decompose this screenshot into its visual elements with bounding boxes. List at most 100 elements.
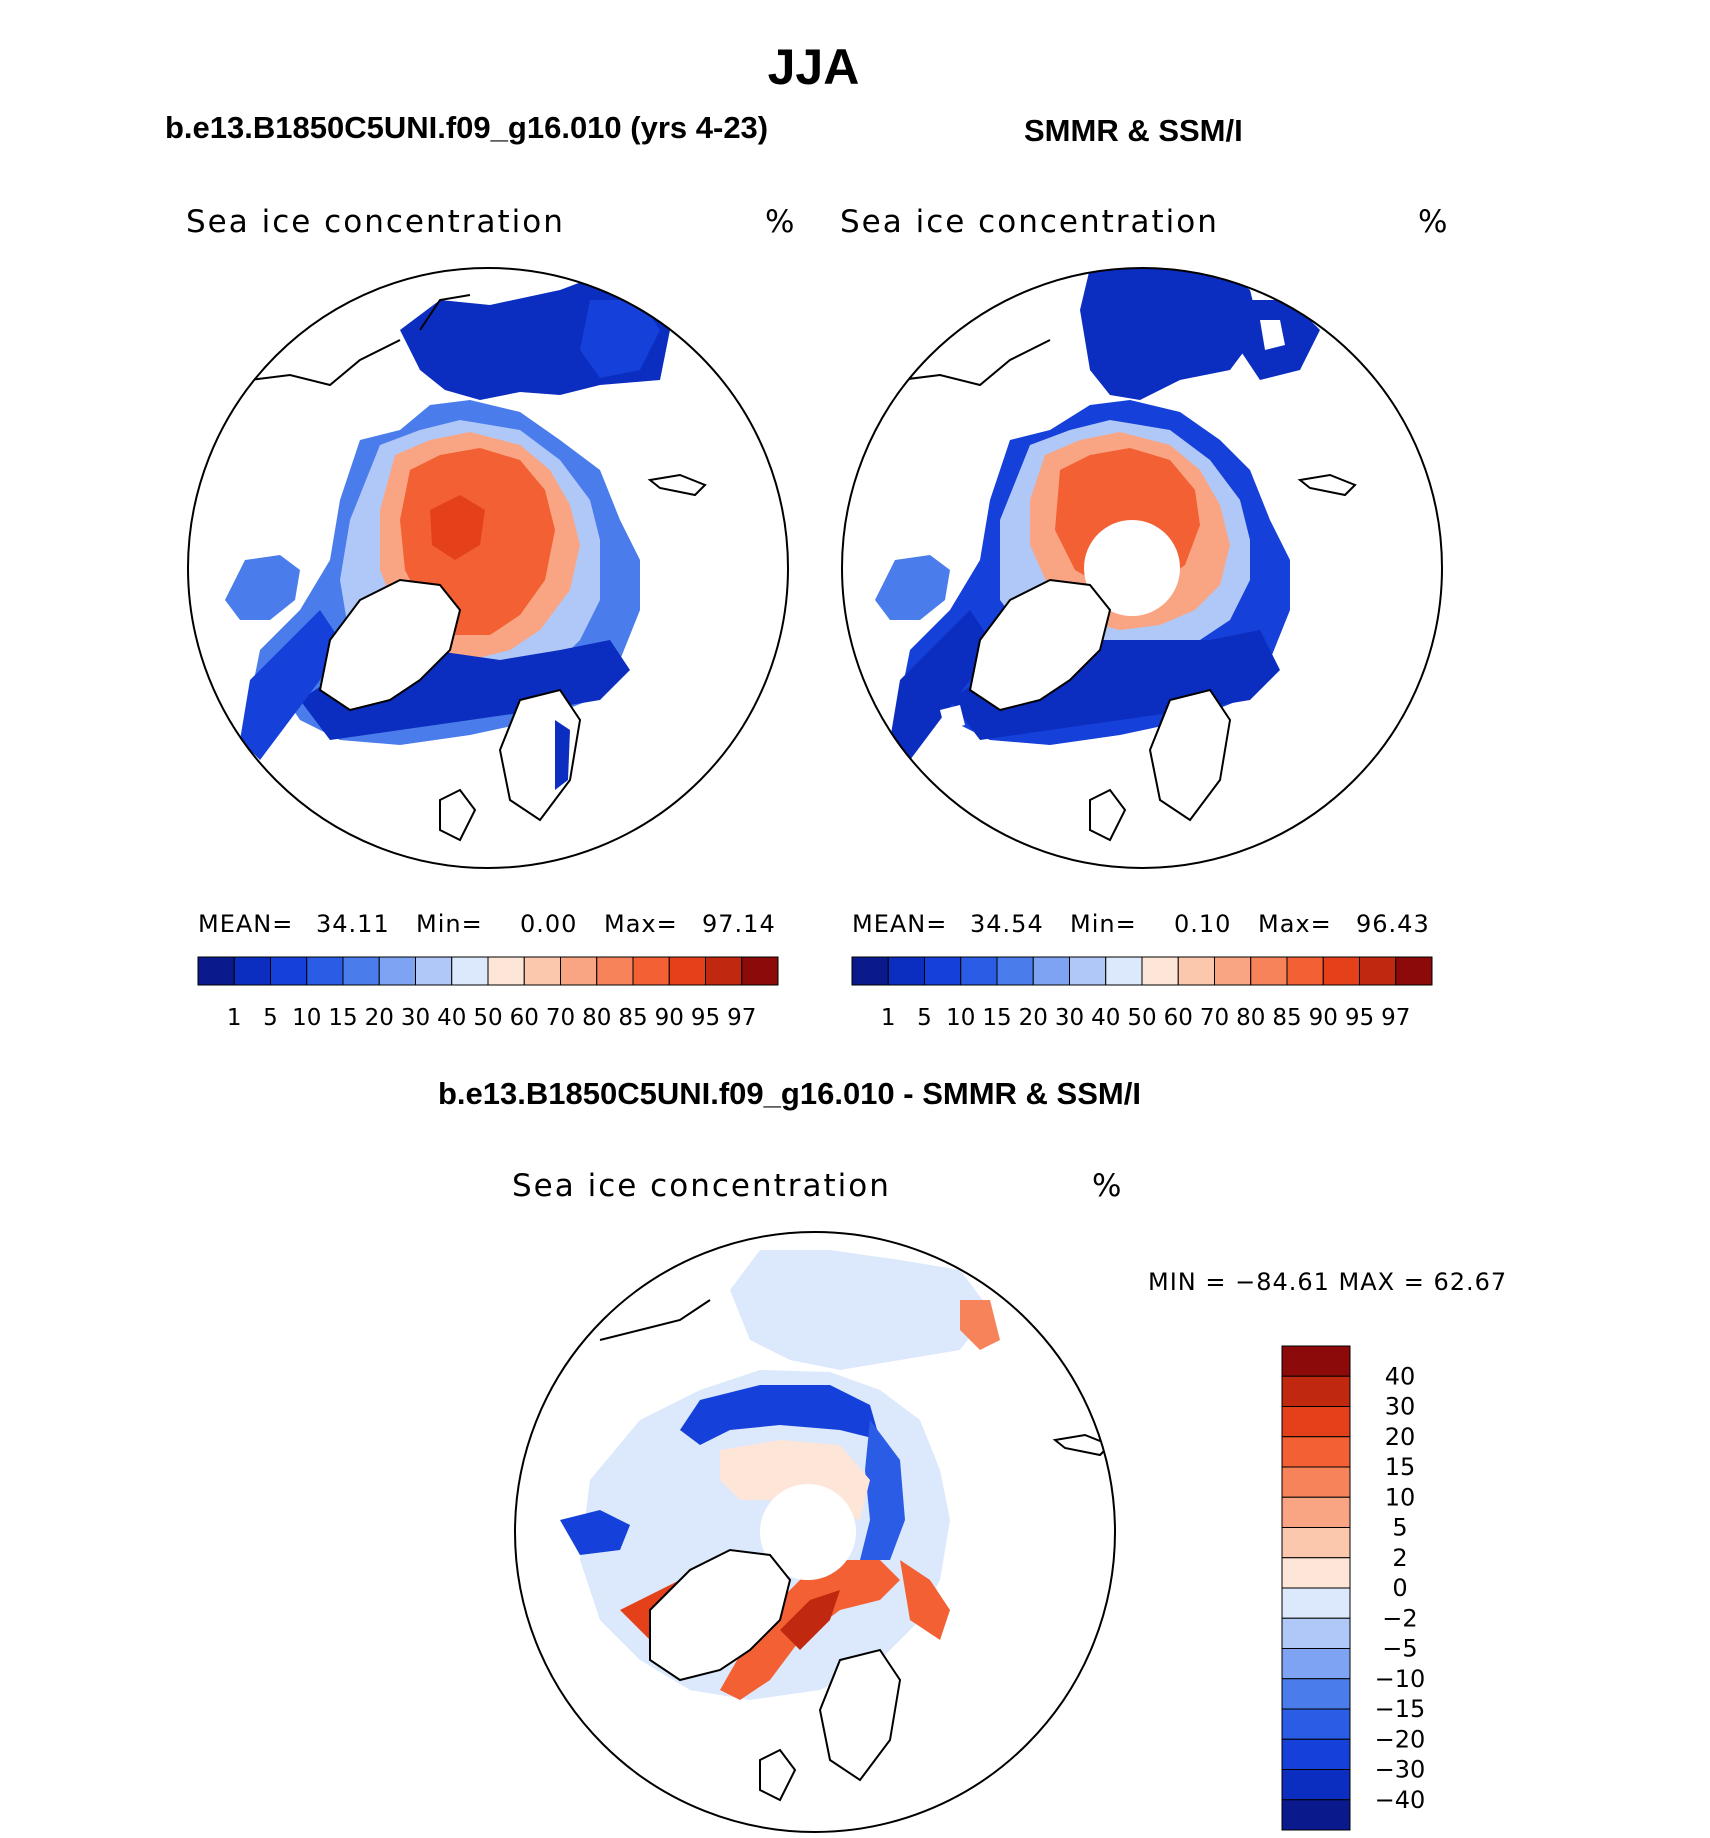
panel2-colorbar-box [1286, 956, 1324, 986]
panel3-colorbar-label: −30 [1375, 1756, 1426, 1784]
panel2-colorbar-label: 20 [1019, 1005, 1048, 1031]
panel2-colorbar-label: 15 [982, 1005, 1011, 1031]
panel1-colorbar-box [741, 956, 779, 986]
panel1-max-value: 97.14 [702, 910, 776, 938]
panel3-colorbar-box [1281, 1738, 1351, 1770]
panel3-colorbar-box [1281, 1617, 1351, 1649]
panel3-units: % [1092, 1168, 1124, 1204]
main-title: JJA [767, 39, 860, 95]
panel3-title: Sea ice concentration [512, 1168, 891, 1204]
panel3-colorbar-label: −2 [1382, 1604, 1417, 1632]
panel1-colorbar-box [596, 956, 634, 986]
panel3-colorbar-box [1281, 1496, 1351, 1528]
panel3-colorbar-box [1281, 1436, 1351, 1468]
panel1-colorbar-label: 80 [582, 1005, 611, 1031]
panel2-colorbar-label: 5 [917, 1005, 932, 1031]
diff-min-max: MIN = −84.61 MAX = 62.67 [1148, 1268, 1508, 1296]
panel1-colorbar-box [451, 956, 489, 986]
panel2-title: Sea ice concentration [840, 204, 1219, 240]
panel1-colorbar-box [378, 956, 416, 986]
panel2-colorbar-box [1032, 956, 1070, 986]
panel1-colorbar-box [523, 956, 561, 986]
panel1-colorbar: 1 5 10 15 20 30 40 50 60 70 80 85 90 95 97 [197, 956, 779, 1031]
panel1-colorbar-label: 20 [365, 1005, 394, 1031]
panel3-colorbar-box [1281, 1375, 1351, 1407]
panel1-colorbar-box [306, 956, 344, 986]
panel3-colorbar-label: −10 [1375, 1665, 1426, 1693]
panel1-greenland [318, 578, 462, 712]
panel3-boundary [514, 1231, 1116, 1833]
panel1-colorbar-box [560, 956, 598, 986]
panel3-colorbar-label: 0 [1392, 1574, 1407, 1602]
panel2-colorbar-box [887, 956, 925, 986]
panel1-title: Sea ice concentration [186, 204, 565, 240]
panel1-colorbar-label: 60 [510, 1005, 539, 1031]
panel3-colorbar-box [1281, 1769, 1351, 1801]
panel3-colorbar-label: −40 [1375, 1786, 1426, 1814]
panel3-colorbar-label: 30 [1385, 1393, 1416, 1421]
panel3-colorbar-label: 40 [1385, 1362, 1416, 1390]
panel3-colorbar-label: −15 [1375, 1695, 1426, 1723]
panel2-min-label: Min= [1070, 910, 1137, 938]
panel2-colorbar-label: 50 [1127, 1005, 1156, 1031]
panel1-colorbar-box [632, 956, 670, 986]
panel1-colorbar-label: 15 [328, 1005, 357, 1031]
panel2-colorbar-label: 30 [1055, 1005, 1084, 1031]
panel1-colorbar-box [197, 956, 235, 986]
panel2-units: % [1418, 204, 1450, 240]
panel3-colorbar-label: 15 [1385, 1453, 1416, 1481]
panel3-colorbar-box [1281, 1648, 1351, 1680]
panel1-map [187, 267, 789, 869]
panel3-greenland [649, 1548, 792, 1682]
panel3-colorbar-box [1281, 1527, 1351, 1559]
panel3-bering-diff [730, 1250, 990, 1370]
panel1-colorbar-label: 30 [401, 1005, 430, 1031]
panel1-min-label: Min= [416, 910, 483, 938]
panel2-colorbar-box [1250, 956, 1288, 986]
panel1-colorbar-box [705, 956, 743, 986]
panel1-colorbar-label: 10 [292, 1005, 321, 1031]
panel2-colorbar: 1 5 10 15 20 30 40 50 60 70 80 85 90 95 97 [851, 956, 1433, 1031]
panel2-greenland [968, 578, 1112, 712]
panel2-colorbar-label: 85 [1272, 1005, 1301, 1031]
panel2-colorbar-label: 1 [881, 1005, 896, 1031]
panel2-map [841, 267, 1443, 869]
panel2-mean-label: MEAN= [852, 910, 948, 938]
panel3-colorbar-box [1281, 1587, 1351, 1619]
panel3-colorbar-label: −5 [1382, 1635, 1417, 1663]
panel1-colorbar-box [415, 956, 453, 986]
panel3-colorbar-label: −20 [1375, 1725, 1426, 1753]
panel1-colorbar-label: 85 [618, 1005, 647, 1031]
panel1-min-value: 0.00 [520, 910, 578, 938]
panel1-colorbar-label: 90 [655, 1005, 684, 1031]
panel2-mean-value: 34.54 [970, 910, 1044, 938]
panel3-pole-hole [760, 1484, 856, 1580]
panel3-colorbar-box [1281, 1678, 1351, 1710]
panel2-max-value: 96.43 [1356, 910, 1430, 938]
panel2-colorbar-label: 70 [1200, 1005, 1229, 1031]
panel2-pole-hole [1084, 520, 1180, 616]
panel1-mean-value: 34.11 [316, 910, 390, 938]
panel3-colorbar-label: 20 [1385, 1423, 1416, 1451]
panel3-colorbar-box [1281, 1557, 1351, 1589]
panel1-boundary [187, 267, 789, 869]
panel1-colorbar-label: 5 [263, 1005, 278, 1031]
panel1-units: % [765, 204, 797, 240]
panel2-colorbar-box [1322, 956, 1360, 986]
panel2-colorbar-label: 60 [1164, 1005, 1193, 1031]
panel1-colorbar-label: 40 [437, 1005, 466, 1031]
panel3-colorbar-box [1281, 1708, 1351, 1740]
subtitle-model: b.e13.B1850C5UNI.f09_g16.010 (yrs 4-23) [165, 110, 769, 145]
panel2-colorbar-box [1141, 956, 1179, 986]
panel3-colorbar-label: 2 [1392, 1544, 1407, 1572]
panel1-max-label: Max= [604, 910, 678, 938]
panel1-colorbar-box [270, 956, 308, 986]
panel2-colorbar-box [960, 956, 998, 986]
panel2-colorbar-box [1069, 956, 1107, 986]
panel2-bering-ice [1080, 268, 1260, 400]
panel3-colorbar-box [1281, 1406, 1351, 1438]
panel1-colorbar-box [487, 956, 525, 986]
panel2-colorbar-box [1105, 956, 1143, 986]
